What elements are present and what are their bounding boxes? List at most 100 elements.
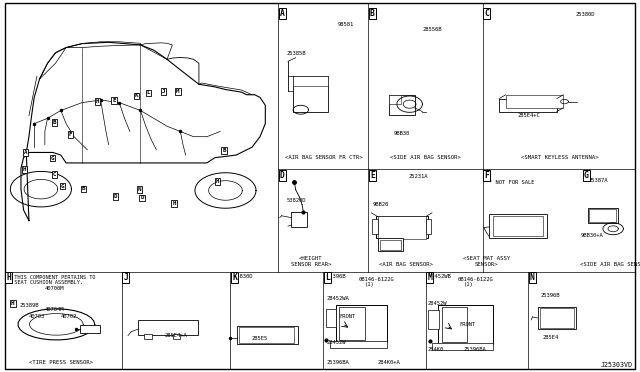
Bar — [426, 219, 431, 234]
Text: 25380D: 25380D — [576, 12, 595, 17]
Text: H: H — [172, 201, 176, 206]
Text: 28452WB: 28452WB — [429, 273, 452, 279]
Text: K: K — [232, 273, 237, 282]
Text: 98581: 98581 — [338, 22, 354, 27]
Bar — [173, 334, 180, 339]
Bar — [499, 99, 557, 112]
Bar — [438, 305, 493, 344]
Text: 25396B: 25396B — [326, 273, 346, 279]
Bar — [372, 219, 378, 234]
Bar — [589, 209, 616, 222]
Text: H: H — [11, 301, 15, 306]
Text: A: A — [280, 9, 285, 18]
Text: <TIRE PRESS SENSOR>: <TIRE PRESS SENSOR> — [29, 360, 93, 365]
Text: 28556B: 28556B — [422, 27, 442, 32]
Bar — [144, 334, 152, 339]
Text: <SIDE AIR BAG SENSOR>: <SIDE AIR BAG SENSOR> — [390, 155, 461, 160]
Text: 25396BA: 25396BA — [326, 360, 349, 365]
Text: E: E — [370, 171, 375, 180]
Text: J: J — [162, 89, 166, 94]
Bar — [432, 343, 493, 350]
Text: B: B — [52, 120, 56, 125]
Text: A: A — [24, 150, 28, 155]
Text: <SEAT MAT ASSY
SENSOR>: <SEAT MAT ASSY SENSOR> — [463, 256, 510, 267]
Bar — [389, 95, 401, 104]
Bar — [378, 216, 426, 239]
Text: H: H — [216, 179, 220, 184]
Text: <AIR BAG SENSOR>: <AIR BAG SENSOR> — [380, 262, 433, 267]
Text: 285E4: 285E4 — [543, 335, 559, 340]
Text: 40704M: 40704M — [45, 307, 64, 312]
Text: 25389B: 25389B — [19, 303, 38, 308]
Bar — [493, 216, 543, 236]
Bar — [588, 208, 618, 223]
Bar — [489, 214, 547, 238]
Text: D: D — [280, 171, 285, 180]
Text: H: H — [22, 167, 26, 172]
Text: E: E — [112, 98, 116, 103]
Bar — [339, 307, 365, 340]
Text: 284K0: 284K0 — [428, 347, 444, 352]
Bar — [389, 95, 415, 115]
Text: 285E4+C: 285E4+C — [517, 113, 540, 118]
Text: G: G — [61, 183, 65, 189]
Bar — [330, 341, 387, 348]
Text: 25385B: 25385B — [287, 51, 306, 57]
Text: B: B — [222, 148, 226, 153]
Text: (1): (1) — [365, 282, 374, 287]
Text: 53820D: 53820D — [287, 198, 306, 203]
Text: F: F — [484, 171, 490, 180]
Bar — [80, 325, 100, 333]
Bar — [291, 212, 307, 227]
Bar — [538, 307, 576, 329]
Text: <HEIGHT
SENSOR REAR>: <HEIGHT SENSOR REAR> — [291, 256, 332, 267]
Bar — [380, 240, 401, 250]
Text: M: M — [176, 89, 180, 94]
Bar — [376, 216, 428, 238]
Text: 40702: 40702 — [61, 314, 77, 320]
Text: 28452W: 28452W — [428, 301, 447, 306]
Text: G: G — [584, 171, 589, 180]
Bar — [326, 309, 336, 327]
Text: C: C — [484, 9, 490, 18]
Text: 28452WA: 28452WA — [326, 296, 349, 301]
Text: 9BB30+A: 9BB30+A — [581, 232, 604, 238]
Text: F: F — [68, 132, 72, 137]
Text: K: K — [134, 93, 138, 99]
Text: 0B146-6122G: 0B146-6122G — [358, 277, 394, 282]
Text: FRONT: FRONT — [339, 314, 355, 320]
Text: SEAT CUSHION ASSEMBLY.: SEAT CUSHION ASSEMBLY. — [8, 280, 83, 285]
Text: 285E4+A: 285E4+A — [164, 333, 188, 338]
Text: 25231A: 25231A — [408, 174, 428, 179]
Text: G: G — [51, 155, 54, 161]
Text: 9BB30: 9BB30 — [394, 131, 410, 137]
Text: D: D — [140, 195, 144, 201]
Text: (1): (1) — [464, 282, 474, 287]
Text: J: J — [124, 273, 129, 282]
Text: 9BB20: 9BB20 — [372, 202, 388, 207]
Bar — [293, 76, 328, 112]
Text: N: N — [530, 273, 535, 282]
Text: 25387A: 25387A — [589, 178, 608, 183]
Bar — [506, 95, 563, 108]
Bar — [138, 320, 198, 335]
Text: C: C — [52, 172, 56, 177]
Text: J25303VD: J25303VD — [600, 362, 632, 368]
Text: H: H — [6, 273, 12, 282]
Bar — [442, 307, 467, 342]
Text: 40700M: 40700M — [45, 286, 64, 291]
Text: L: L — [325, 273, 330, 282]
Text: 284K0+A: 284K0+A — [378, 360, 401, 365]
Text: 28452W: 28452W — [326, 340, 346, 345]
Bar — [237, 326, 298, 344]
Text: <AIR BAG SENSOR FR CTR>: <AIR BAG SENSOR FR CTR> — [285, 155, 363, 160]
Text: 40703: 40703 — [29, 314, 45, 320]
Text: * THIS COMPONENT PERTAINS TO: * THIS COMPONENT PERTAINS TO — [8, 275, 95, 279]
Text: 285E5: 285E5 — [251, 336, 268, 341]
Text: D: D — [113, 194, 117, 199]
Text: 25396B: 25396B — [541, 293, 560, 298]
Text: <SIDE AIR BAG SENSOR>: <SIDE AIR BAG SENSOR> — [580, 262, 640, 267]
Bar — [540, 308, 574, 328]
Bar — [239, 327, 294, 343]
Text: 24830D: 24830D — [234, 273, 253, 279]
